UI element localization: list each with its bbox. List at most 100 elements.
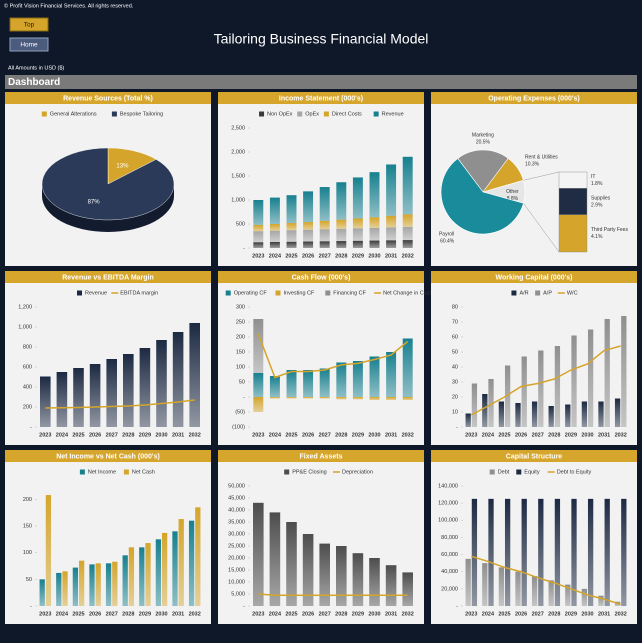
bar	[352, 218, 363, 229]
bar	[195, 507, 201, 606]
line-series	[45, 399, 195, 409]
slice-name: Marketing	[472, 132, 494, 138]
x-tick-label: 2029	[352, 432, 364, 438]
x-tick-label: 2032	[615, 432, 627, 438]
x-tick-label: 2026	[89, 611, 101, 617]
legend-swatch	[373, 111, 379, 117]
panel-header	[431, 450, 637, 462]
top-button-label[interactable]: Top	[24, 22, 35, 29]
secondary-name: Supplies	[591, 195, 611, 201]
bar	[614, 398, 621, 427]
y-tick-label: -	[30, 424, 32, 430]
y-tick-label: 25,000	[228, 543, 245, 549]
legend-swatch	[259, 111, 265, 117]
top-button[interactable]	[9, 17, 49, 32]
y-tick-label: 10,000	[228, 579, 245, 585]
x-tick-label: 2029	[352, 253, 364, 259]
bar	[604, 498, 610, 606]
legend-label: Investing CF	[284, 290, 316, 296]
bar	[269, 197, 280, 224]
legend-label: A/P	[543, 290, 552, 296]
copyright: © Profit Vision Financial Services. All …	[4, 2, 134, 9]
bar	[269, 397, 280, 399]
legend-swatch	[325, 290, 331, 296]
x-tick-label: 2032	[402, 432, 414, 438]
bar	[336, 362, 347, 397]
panel-title: Working Capital (000's)	[496, 274, 573, 281]
bar	[498, 567, 505, 606]
y-tick-label: 20,000	[441, 586, 458, 592]
legend-swatch	[297, 111, 303, 117]
panel-title: Income Statement (000's)	[279, 95, 363, 102]
bar	[253, 231, 264, 243]
legend-label: Debt	[498, 469, 510, 475]
bar	[72, 567, 79, 606]
bar	[538, 498, 544, 606]
bar	[621, 498, 627, 606]
bar	[488, 379, 494, 427]
legend-swatch	[111, 111, 117, 117]
bar	[253, 373, 264, 397]
legend-label: Debt to Equity	[557, 469, 592, 475]
home-button-label[interactable]: Home	[20, 42, 38, 49]
bar	[531, 576, 538, 606]
panel-header	[5, 450, 211, 462]
panel-title: Operating Expenses (000's)	[488, 95, 580, 102]
bar	[303, 241, 314, 248]
legend-label: Revenue	[85, 290, 107, 296]
x-tick-label: 2030	[368, 432, 380, 438]
bar	[156, 340, 167, 427]
bar	[73, 368, 84, 427]
x-tick-label: 2026	[302, 432, 314, 438]
x-tick-label: 2025	[285, 611, 297, 617]
bar	[565, 584, 571, 606]
bar	[253, 224, 264, 232]
bar	[253, 200, 264, 225]
legend-swatch	[123, 469, 129, 475]
bar	[336, 219, 347, 229]
bar	[471, 498, 478, 606]
y-tick-label: 300	[236, 304, 245, 310]
bar	[253, 319, 264, 373]
y-tick-label: 1,000	[18, 324, 32, 330]
bar	[498, 401, 505, 427]
bar	[402, 572, 413, 606]
y-tick-label: 500	[236, 221, 245, 227]
bar	[303, 397, 314, 399]
legend-swatch	[77, 290, 82, 296]
bar	[95, 563, 101, 606]
legend-swatch	[275, 290, 281, 296]
bar	[385, 565, 397, 606]
legend-label: Net Change in Cash	[383, 290, 433, 296]
slice-name: Other	[506, 189, 519, 195]
x-tick-label: 2027	[106, 611, 118, 617]
x-tick-label: 2029	[139, 432, 151, 438]
bar	[286, 397, 297, 399]
home-button[interactable]	[9, 37, 49, 52]
legend-label: Non OpEx	[267, 111, 293, 117]
legend-swatch	[284, 469, 290, 475]
bar	[482, 394, 488, 427]
x-tick-label: 2029	[352, 611, 364, 617]
bar	[89, 364, 101, 427]
y-tick-label: 140,000	[438, 483, 458, 489]
bar	[504, 365, 511, 427]
y-tick-label: 150	[23, 523, 32, 529]
x-tick-label: 2024	[56, 432, 69, 438]
y-tick-label: -	[456, 603, 458, 609]
x-tick-label: 2027	[532, 432, 544, 438]
y-tick-label: 5,000	[231, 591, 245, 597]
x-tick-label: 2023	[465, 611, 477, 617]
y-tick-label: 1,200	[18, 304, 32, 310]
bar	[178, 519, 184, 606]
bar	[521, 498, 527, 606]
bar	[369, 558, 380, 606]
bar	[269, 242, 280, 248]
x-tick-label: 2024	[56, 611, 69, 617]
y-tick-label: 200	[236, 334, 245, 340]
secondary-value: 2.9%	[591, 202, 603, 208]
y-tick-label: 30	[452, 379, 458, 385]
x-tick-label: 2030	[155, 611, 167, 617]
panel-title: Revenue vs EBITDA Margin	[62, 274, 154, 281]
y-tick-label: 100	[236, 364, 245, 370]
